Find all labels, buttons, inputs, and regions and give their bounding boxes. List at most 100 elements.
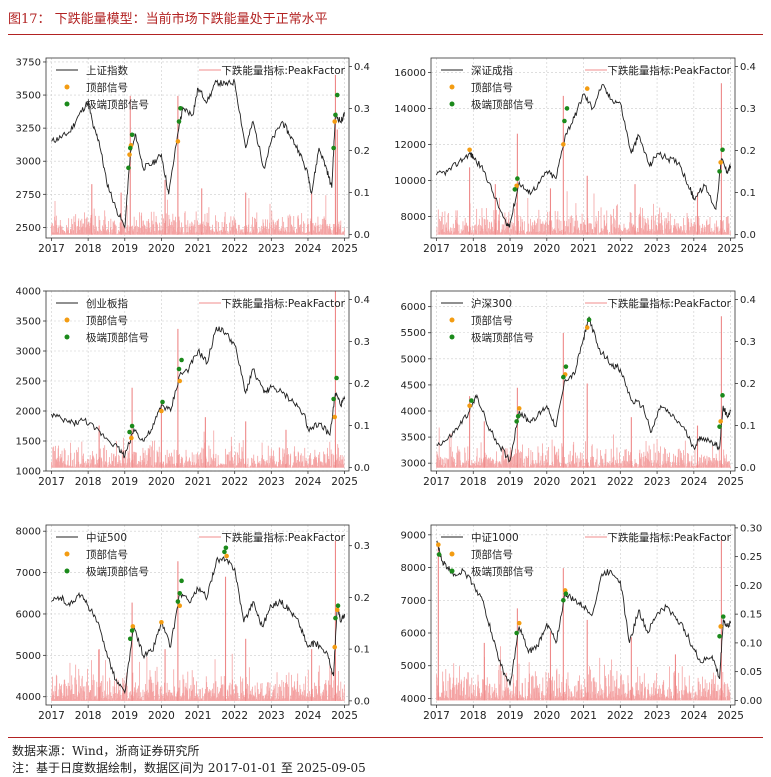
peak-factor-bars [51, 74, 345, 235]
top-signal-point [718, 419, 723, 424]
top-signal-point [332, 414, 338, 420]
y-right-tick-label: 0.15 [740, 610, 762, 621]
legend-top-signal-swatch [449, 84, 455, 90]
extreme-signal-point [514, 630, 519, 636]
y-right-tick-label: 0.1 [740, 188, 756, 199]
chart-panel-sse-composite: 2017 2018 2019 2020 2021 2022 2023 2024 2025 2500… [16, 57, 370, 255]
extreme-signal-point [129, 132, 135, 138]
y-left-tick-label: 12000 [394, 140, 426, 151]
y-right-tick-label: 0.2 [740, 146, 756, 157]
x-tick-label: 2017 [38, 243, 65, 255]
y-right-tick-label: 0.1 [354, 645, 370, 656]
extreme-signal-point [586, 317, 592, 322]
extreme-signal-point [563, 364, 569, 369]
x-tick-label: 2021 [185, 476, 212, 488]
legend-label-peak-factor: 下跌能量指标:PeakFactor [221, 64, 345, 77]
x-tick-label: 2023 [258, 476, 285, 488]
extreme-signal-point [160, 399, 165, 405]
extreme-signal-point [333, 615, 338, 621]
legend-label-peak-factor: 下跌能量指标:PeakFactor [607, 64, 731, 77]
x-tick-label: 2024 [680, 710, 707, 722]
legend-label-top-signal: 顶部信号 [471, 81, 513, 94]
extreme-signal-point [331, 145, 336, 151]
extreme-signal-point [222, 549, 227, 555]
x-tick-label: 2020 [533, 710, 560, 722]
legend-label-peak-factor: 下跌能量指标:PeakFactor [221, 297, 345, 310]
x-tick-label: 2023 [644, 476, 671, 488]
peak-factor-bars [436, 83, 731, 235]
extreme-signal-point [334, 375, 339, 381]
chart-panel-chinext: 2017 2018 2019 2020 2021 2022 2023 2024 2025 1000… [16, 287, 370, 489]
figure-title: 图17： 下跌能量模型：当前市场下跌能量处于正常水平 [8, 12, 328, 27]
y-right-tick-label: 0.0 [354, 230, 370, 241]
extreme-signal-point [126, 165, 131, 171]
x-tick-label: 2019 [111, 710, 138, 722]
legend-label-top-signal: 顶部信号 [471, 548, 513, 561]
top-signal-point [467, 147, 472, 153]
legend-label-index: 沪深300 [471, 297, 512, 310]
extreme-signal-point [436, 552, 442, 557]
peak-factor-bars [51, 540, 345, 701]
extreme-signal-point [561, 374, 566, 380]
extreme-signal-point [515, 176, 520, 181]
legend-right: 下跌能量指标:PeakFactor [199, 531, 346, 544]
top-signal-point [436, 542, 441, 547]
legend-top-signal-swatch [449, 317, 455, 323]
price-line [436, 540, 732, 686]
y-right-tick-label: 0.4 [740, 62, 756, 73]
top-signal-point [129, 435, 134, 441]
peak-factor-bars [436, 539, 731, 701]
extreme-signal-point [720, 393, 725, 398]
x-tick-label: 2020 [148, 710, 175, 722]
legend-right: 下跌能量指标:PeakFactor [585, 297, 732, 310]
x-tick-label: 2025 [331, 710, 358, 722]
x-tick-label: 2021 [185, 243, 212, 255]
y-left-tick-label: 2500 [16, 223, 41, 234]
y-left-tick-label: 8000 [16, 527, 41, 538]
y-left-tick-label: 3000 [401, 459, 426, 470]
top-signal-point [332, 119, 338, 124]
y-right-tick-label: 0.4 [740, 295, 756, 306]
x-tick-label: 2017 [423, 476, 450, 488]
extreme-signal-point [331, 396, 336, 402]
price-line [436, 83, 732, 228]
extreme-signal-point [179, 357, 184, 363]
legend-top-signal-swatch [64, 317, 70, 323]
x-tick-label: 2017 [38, 710, 65, 722]
legend-extreme-signal-swatch [449, 568, 455, 574]
x-tick-label: 2020 [148, 476, 175, 488]
top-signal-point [516, 406, 522, 411]
y-left-tick-label: 6000 [401, 629, 426, 640]
x-tick-label: 2025 [717, 476, 744, 488]
y-left-tick-label: 5000 [16, 651, 41, 662]
x-tick-label: 2019 [497, 710, 524, 722]
legend-label-top-signal: 顶部信号 [471, 314, 513, 327]
top-signal-point [718, 624, 723, 629]
y-right-tick-label: 0.4 [354, 62, 370, 73]
extreme-signal-point [514, 419, 519, 424]
y-right-tick-label: 0.30 [740, 523, 762, 534]
x-tick-label: 2021 [185, 710, 212, 722]
top-signal-point [224, 553, 229, 559]
extreme-signal-point [720, 614, 726, 619]
top-signal-point [467, 403, 472, 409]
legend-label-peak-factor: 下跌能量指标:PeakFactor [607, 297, 731, 310]
y-right-tick-label: 0.25 [740, 552, 762, 563]
extreme-signal-point [563, 591, 569, 597]
extreme-signal-point [561, 597, 566, 603]
x-tick-label: 2024 [295, 476, 322, 488]
y-left-tick-label: 3500 [401, 433, 426, 444]
top-signal-point [177, 378, 183, 384]
x-tick-label: 2022 [221, 710, 248, 722]
extreme-signal-point [717, 169, 722, 174]
x-tick-label: 2021 [570, 243, 597, 255]
price-line [51, 79, 346, 229]
extreme-signal-point [564, 106, 570, 111]
extreme-signal-point [127, 636, 133, 642]
y-right-tick-label: 0.3 [354, 337, 370, 348]
top-signal-point [718, 160, 723, 165]
x-tick-label: 2018 [75, 476, 102, 488]
legend-label-top-signal: 顶部信号 [86, 548, 128, 561]
price-line [51, 556, 346, 695]
